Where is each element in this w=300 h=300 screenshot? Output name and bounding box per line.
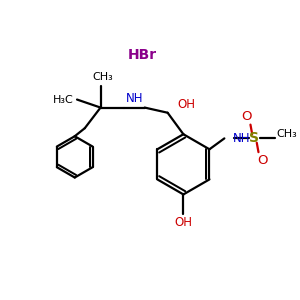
Text: OH: OH [177, 98, 195, 111]
Text: NH: NH [126, 92, 143, 105]
Text: OH: OH [174, 216, 192, 229]
Text: O: O [257, 154, 268, 167]
Text: CH₃: CH₃ [92, 73, 113, 82]
Text: HBr: HBr [127, 48, 156, 62]
Text: NH: NH [232, 133, 250, 146]
Text: CH₃: CH₃ [277, 129, 298, 139]
Text: O: O [241, 110, 252, 122]
Text: H₃C: H₃C [53, 94, 74, 104]
Text: S: S [250, 131, 260, 146]
